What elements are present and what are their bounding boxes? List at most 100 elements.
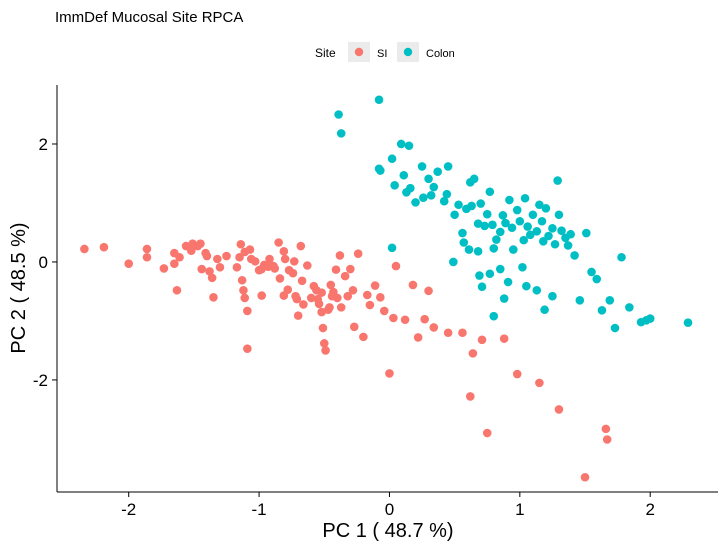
data-point-colon [439,196,449,206]
data-point-si [326,280,336,290]
data-point-si [376,293,385,302]
data-point-colon [473,247,483,256]
data-point-si [172,285,182,295]
data-point-si [270,264,280,273]
data-point-si [482,428,492,438]
data-point-si [303,261,312,270]
data-point-colon [477,282,487,292]
data-point-colon [334,110,343,119]
data-point-si [535,378,544,388]
data-point-colon [501,218,510,228]
data-point-colon [396,139,406,149]
data-point-colon [406,183,415,193]
x-axis-ticks: -2 -1 0 1 2 [121,492,655,519]
data-point-colon [424,174,433,184]
data-point-si [346,264,355,274]
data-point-colon [467,201,476,211]
data-point-colon [503,277,513,287]
data-point-colon [509,245,518,254]
data-point-colon [411,198,420,207]
data-point-colon [610,323,620,333]
data-point-si [274,238,283,247]
data-point-colon [570,251,579,260]
data-point-colon [597,306,607,315]
data-points [80,95,693,482]
data-point-si [443,328,453,338]
data-point-si [289,257,299,266]
data-point-si [317,288,326,297]
data-point-colon [540,305,549,315]
data-point-colon [473,219,483,228]
data-point-si [124,259,134,269]
data-point-si [202,251,212,261]
data-point-colon [548,291,557,301]
data-point-colon [605,295,615,305]
data-point-si [336,303,346,312]
data-point-si [319,339,329,348]
data-point-si [197,264,207,274]
data-point-si [499,334,509,343]
data-point-si [170,259,179,269]
data-point-colon [417,162,427,171]
data-point-colon [449,257,458,267]
data-point-si [232,262,242,272]
y-tick-label: -2 [33,371,48,390]
data-point-colon [482,209,492,219]
data-point-si [215,262,225,272]
data-point-colon [532,285,542,295]
x-tick-label: 1 [515,500,524,519]
data-point-si [175,252,184,262]
data-point-colon [336,129,346,138]
legend-label-si: SI [377,48,387,60]
data-point-si [413,333,423,342]
data-point-si [245,245,255,254]
data-point-colon [374,95,384,105]
data-point-colon [495,264,505,274]
data-point-colon [505,195,514,205]
data-point-si [362,290,372,300]
data-point-colon [563,241,573,250]
data-point-colon [454,200,463,210]
data-point-colon [617,252,626,262]
data-point-si [325,303,334,312]
data-point-si [306,293,316,303]
data-point-si [243,344,252,353]
data-point-si [477,335,487,345]
data-point-si [80,244,89,254]
data-point-si [265,254,274,264]
data-point-colon [525,230,535,240]
data-point-si [288,268,298,278]
data-point-si [359,332,368,342]
data-point-si [296,241,306,251]
data-point-si [275,274,285,283]
data-point-colon [458,228,467,238]
data-point-colon [683,318,693,328]
data-point-si [314,299,324,309]
data-point-si [321,346,330,355]
data-point-colon [489,244,499,253]
data-point-colon [442,189,452,199]
data-point-colon [645,314,655,323]
data-point-colon [488,220,497,230]
data-point-si [222,251,231,261]
data-point-colon [528,210,538,220]
data-point-colon [450,210,459,220]
data-point-si [280,254,290,264]
data-point-colon [387,154,397,164]
data-point-si [237,275,247,285]
data-point-colon [507,223,517,233]
data-point-si [250,257,260,266]
data-point-si [236,239,246,249]
data-point-si [389,313,398,323]
data-point-colon [520,193,530,203]
x-tick-label: 2 [645,500,654,519]
data-point-colon [429,182,439,192]
data-point-si [283,285,293,294]
data-point-si [429,323,439,332]
legend-key-colon [403,47,413,57]
data-point-colon [498,211,508,220]
legend-key-si [354,47,364,57]
data-point-colon [475,271,484,280]
legend-title: Site [315,46,336,60]
